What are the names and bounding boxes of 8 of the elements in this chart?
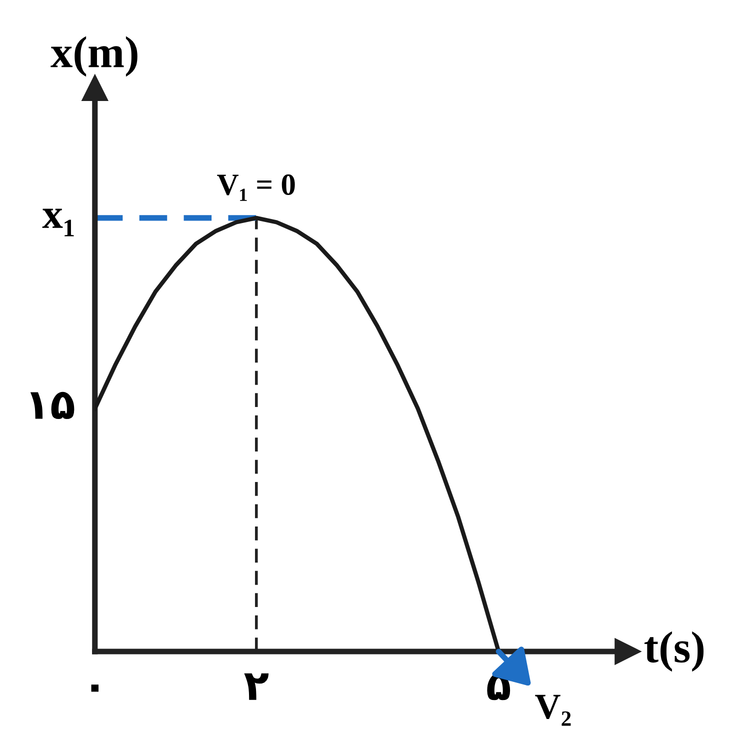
- annotation: V₂: [535, 694, 571, 726]
- x-axis-title: t(s): [644, 631, 704, 672]
- x-tick-label: ۲: [244, 673, 269, 700]
- ref-line-label: x₁: [42, 208, 74, 236]
- annotation: ۱۵: [30, 392, 74, 420]
- x-tick-label: ۰: [91, 684, 99, 692]
- annotation: V₁ = 0: [217, 174, 295, 201]
- y-axis-title: x(m): [50, 36, 138, 77]
